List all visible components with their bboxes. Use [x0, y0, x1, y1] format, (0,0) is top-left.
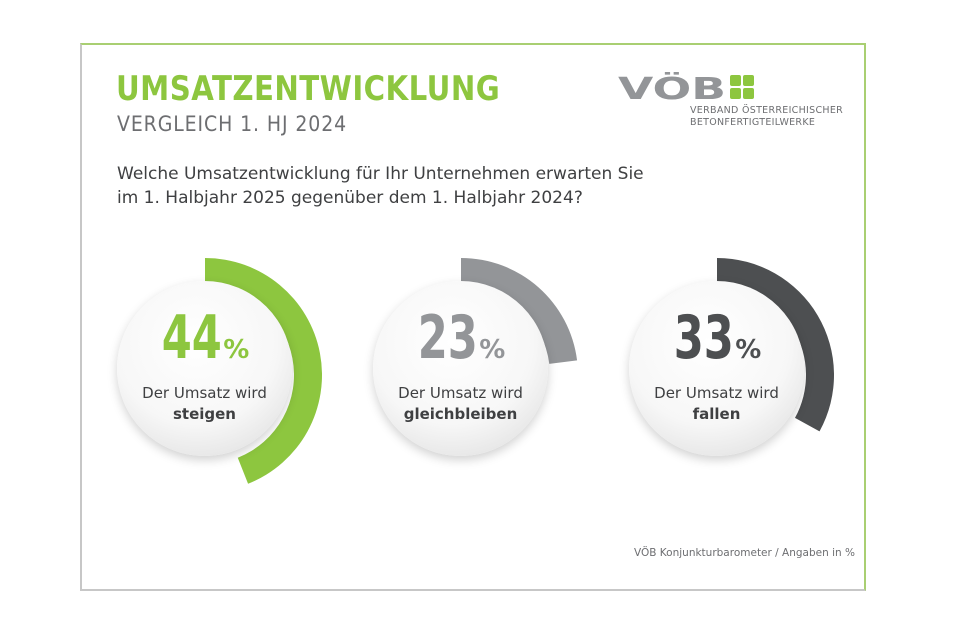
source-note: VÖB Konjunkturbarometer / Angaben in % [634, 547, 855, 559]
voeb-logo-mark: VÖB [618, 70, 754, 107]
page-title: UMSATZENTWICKLUNG [116, 69, 501, 109]
stat-circle-steigen: 44% Der Umsatz wird steigen [117, 281, 292, 456]
stat-number: 44 [161, 303, 222, 373]
stat-label-line-1: Der Umsatz wird [142, 384, 267, 402]
stat-label-line-2: fallen [692, 405, 741, 423]
stat-number: 23 [417, 303, 478, 373]
survey-question: Welche Umsatzentwicklung für Ihr Unterne… [117, 162, 677, 210]
question-line-2: im 1. Halbjahr 2025 gegenüber dem 1. Hal… [117, 188, 583, 208]
stat-number: 33 [673, 303, 734, 373]
logo-text-line-2: BETONFERTIGTEILWERKE [690, 117, 816, 128]
logo-wordmark: VÖB [618, 72, 726, 107]
stat-value: 33% [629, 303, 804, 388]
logo-text-line-1: VERBAND ÖSTERREICHISCHER [690, 105, 844, 116]
stat-circle-gleichbleiben: 23% Der Umsatz wird gleichbleiben [373, 281, 548, 456]
percent-sign: % [479, 335, 506, 365]
percent-sign: % [735, 335, 762, 365]
stat-label-line-2: gleichbleiben [403, 405, 518, 423]
stat-value: 23% [373, 303, 548, 388]
percent-sign: % [223, 335, 250, 365]
stat-label-line-2: steigen [172, 405, 236, 423]
page-subtitle: VERGLEICH 1. HJ 2024 [117, 112, 348, 136]
stat-value: 44% [117, 303, 292, 388]
question-line-1: Welche Umsatzentwicklung für Ihr Unterne… [117, 164, 644, 184]
stat-label-line-1: Der Umsatz wird [398, 384, 523, 402]
logo-squares-icon [730, 75, 754, 99]
stat-label-line-1: Der Umsatz wird [654, 384, 779, 402]
stat-circle-fallen: 33% Der Umsatz wird fallen [629, 281, 804, 456]
voeb-logo: VÖB VERBAND ÖSTERREICHISCHER BETONFERTIG… [618, 70, 848, 132]
